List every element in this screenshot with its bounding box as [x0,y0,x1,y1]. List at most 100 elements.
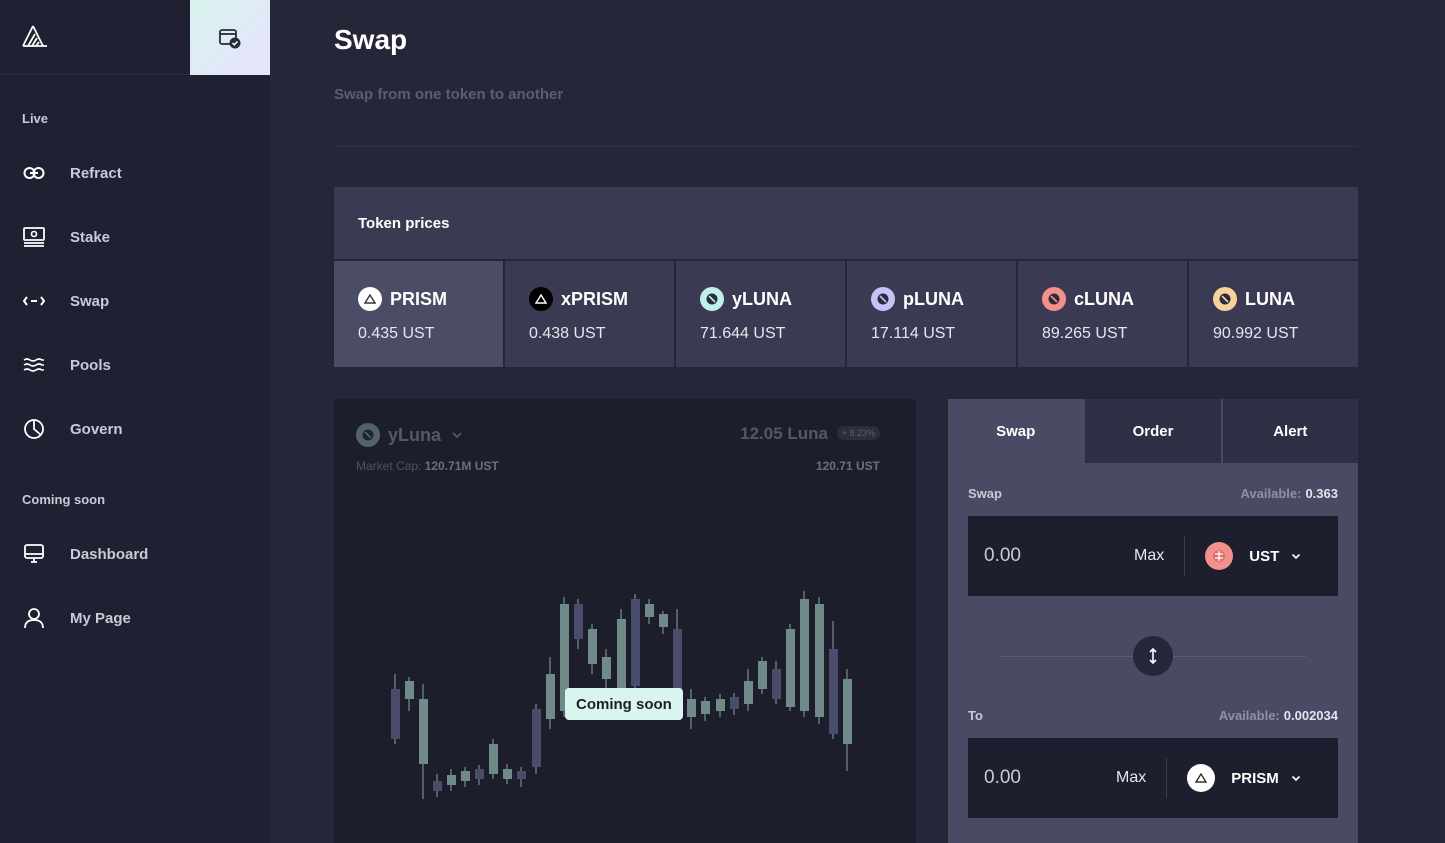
token-price: 17.114 UST [871,325,956,342]
chart-market-cap: Market Cap: 120.71M UST [356,459,499,473]
candle-body [815,604,824,717]
candle-body [829,649,838,734]
market-cap-value: 120.71M UST [424,459,499,473]
chevron-down-icon [1292,553,1301,559]
nav-label: Dashboard [70,545,149,563]
cluna-token-icon [1042,287,1066,311]
page-subtitle: Swap from one token to another [334,86,564,103]
switch-direction-button[interactable] [1133,636,1173,676]
candle-body [461,771,470,781]
prism-token-icon [1187,764,1216,792]
chevron-down-icon [1291,775,1300,781]
candle-body [772,669,781,699]
candle-body [391,689,400,739]
swap-tabs: Swap Order Alert [948,399,1358,463]
yluna-token-icon [700,287,724,311]
candle-body [532,709,541,767]
from-available: Available: 0.363 [1241,486,1338,501]
token-name: cLUNA [1074,288,1135,309]
to-field-label: To [968,708,983,723]
candle-body [730,697,739,709]
waves-icon [22,353,46,377]
monitor-icon [22,542,46,566]
nav-item-refract[interactable]: Refract [0,151,270,195]
candle-body [489,744,498,774]
nav-item-govern[interactable]: Govern [0,407,270,451]
nav-item-stake[interactable]: Stake [0,215,270,259]
available-value: 0.002034 [1283,708,1338,723]
nav-item-my-page[interactable]: My Page [0,596,270,640]
user-icon [22,606,46,630]
chart-token-selector[interactable]: yLuna [356,423,463,447]
nav-item-swap[interactable]: Swap [0,279,270,323]
section-label-live: Live [22,111,49,126]
candle-body [758,661,767,689]
to-input-box: Max PRISM [968,738,1338,818]
prism-logo-icon[interactable] [22,24,48,48]
xprism-token-icon [529,287,553,311]
token-prices-row: PRISM 0.435 UST xPRISM 0.438 UST yLUNA 7… [334,261,1358,367]
chart-token-name: yLuna [388,424,442,445]
token-card-luna[interactable]: LUNA 90.992 UST [1189,261,1358,367]
nav-label: Govern [70,420,123,438]
token-card-prism[interactable]: PRISM 0.435 UST [334,261,503,367]
from-field-label: Swap [968,486,1002,501]
pie-chart-icon [22,417,46,441]
candle-body [588,629,597,664]
candle-body [503,769,512,779]
tab-alert[interactable]: Alert [1222,399,1358,463]
luna-token-icon [1213,287,1237,311]
candle-body [517,771,526,779]
link-icon [22,161,46,185]
divider [1166,758,1168,798]
nav-item-dashboard[interactable]: Dashboard [0,532,270,576]
candle-body [843,679,852,744]
chart-change-badge: + 8.23% [836,426,880,440]
token-name: pLUNA [903,288,964,309]
token-name: xPRISM [561,288,629,309]
to-amount-input[interactable] [984,767,1116,789]
to-token-select[interactable]: PRISM [1187,764,1301,792]
market-cap-label: Market Cap: [356,459,422,473]
nav-label: Swap [70,292,110,310]
from-token-select[interactable]: UST [1205,542,1301,570]
candle-body [701,701,710,714]
candle-body [602,657,611,679]
to-max-button[interactable]: Max [1116,769,1147,786]
swap-panel: Swap Order Alert Swap Available:0.363 Ma… [948,399,1358,843]
token-price: 89.265 UST [1042,325,1128,342]
available-label: Available: [1240,486,1302,501]
candle-body [560,604,569,711]
swap-vertical-icon [1149,648,1157,664]
wallet-connected-button[interactable] [190,0,270,75]
candle-body [687,699,696,717]
candle-body [546,674,555,719]
candle-body [574,604,583,639]
tab-swap[interactable]: Swap [948,399,1084,463]
ust-token-icon [1205,542,1234,570]
nav-label: Stake [70,228,111,246]
pluna-token-icon [871,287,895,311]
to-token-label: PRISM [1231,769,1279,787]
token-card-xprism[interactable]: xPRISM 0.438 UST [505,261,674,367]
from-max-button[interactable]: Max [1134,547,1165,564]
tab-order[interactable]: Order [1085,399,1221,463]
candle-body [659,614,668,627]
coming-soon-badge: Coming soon [565,688,683,720]
token-price: 71.644 UST [700,325,786,342]
candle-body [673,629,682,709]
candle-body [786,629,795,707]
token-card-pluna[interactable]: pLUNA 17.114 UST [847,261,1016,367]
from-amount-input[interactable] [984,545,1134,567]
token-price: 90.992 UST [1213,325,1299,342]
nav-label: My Page [70,609,131,627]
token-card-yluna[interactable]: yLUNA 71.644 UST [676,261,845,367]
nav-item-pools[interactable]: Pools [0,343,270,387]
token-name: PRISM [390,288,448,309]
available-label: Available: [1218,708,1280,723]
token-card-cluna[interactable]: cLUNA 89.265 UST [1018,261,1187,367]
from-input-box: Max UST [968,516,1338,596]
stake-icon [22,225,46,249]
wallet-check-icon [219,28,241,48]
token-price: 0.435 UST [358,325,435,342]
